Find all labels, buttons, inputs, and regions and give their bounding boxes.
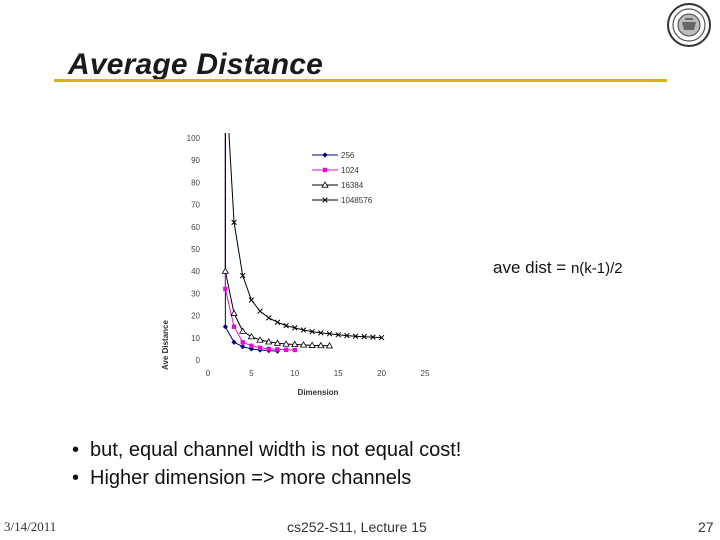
footer-course: cs252-S11, Lecture 15 bbox=[287, 519, 427, 535]
data-point bbox=[231, 324, 237, 329]
university-seal-icon bbox=[667, 3, 711, 47]
data-point bbox=[300, 327, 307, 333]
y-tick-label: 50 bbox=[191, 245, 200, 254]
data-point bbox=[370, 334, 376, 340]
x-tick-label: 10 bbox=[290, 369, 299, 378]
data-point bbox=[266, 315, 272, 321]
footer-page-number: 27 bbox=[698, 519, 714, 535]
data-point bbox=[325, 341, 334, 349]
data-point bbox=[282, 340, 290, 347]
series-line bbox=[224, 271, 330, 347]
data-point bbox=[240, 344, 246, 350]
data-point bbox=[239, 327, 247, 334]
data-point bbox=[326, 331, 333, 337]
data-point bbox=[273, 339, 282, 346]
data-point bbox=[283, 347, 289, 352]
data-point bbox=[291, 340, 299, 348]
data-point bbox=[378, 334, 385, 341]
x-tick-label: 20 bbox=[377, 369, 386, 378]
data-point bbox=[249, 343, 254, 348]
data-point bbox=[309, 328, 315, 335]
y-tick-label: 70 bbox=[191, 201, 200, 210]
data-point bbox=[352, 333, 359, 339]
data-point bbox=[256, 336, 264, 343]
bullet-list: • but, equal channel width is not equal c… bbox=[72, 436, 461, 492]
y-tick-label: 90 bbox=[191, 156, 200, 165]
slide-title: Average Distance bbox=[68, 48, 323, 81]
y-tick-label: 0 bbox=[196, 356, 201, 365]
bullet-text: Higher dimension => more channels bbox=[90, 467, 412, 489]
data-point bbox=[274, 319, 281, 326]
y-axis-ticks: 0 10 20 30 40 50 60 70 80 90 100 bbox=[187, 134, 201, 365]
data-point bbox=[257, 308, 263, 314]
data-point bbox=[321, 181, 329, 188]
x-axis-label: Dimension bbox=[298, 388, 339, 397]
y-tick-label: 80 bbox=[191, 178, 200, 187]
title-underline bbox=[54, 79, 667, 82]
bullet-dot: • bbox=[72, 439, 80, 461]
y-tick-label: 60 bbox=[191, 223, 200, 232]
x-tick-label: 15 bbox=[334, 369, 343, 378]
data-point bbox=[223, 286, 228, 292]
data-point bbox=[308, 341, 316, 348]
data-point bbox=[344, 332, 350, 339]
x-axis-ticks: 0 5 10 15 20 25 bbox=[206, 369, 430, 378]
bullet-item: • Higher dimension => more channels bbox=[72, 464, 461, 492]
series-line bbox=[228, 133, 382, 339]
y-axis-label: Ave Distance bbox=[161, 320, 170, 371]
formula-rhs: n(k-1)/2 bbox=[570, 260, 623, 277]
series-256 bbox=[222, 133, 281, 354]
data-point bbox=[240, 340, 245, 345]
data-point bbox=[266, 346, 271, 352]
bullet-dot: • bbox=[72, 467, 80, 489]
data-point bbox=[221, 267, 230, 274]
formula-lhs: ave dist = bbox=[493, 258, 571, 277]
legend-label: 1024 bbox=[341, 166, 359, 175]
data-point bbox=[322, 167, 328, 173]
x-tick-label: 0 bbox=[206, 369, 211, 378]
data-point bbox=[361, 333, 367, 340]
data-point bbox=[292, 325, 298, 331]
data-point bbox=[239, 272, 246, 279]
footer-date: 3/14/2011 bbox=[4, 519, 57, 534]
series-1024 bbox=[223, 133, 297, 353]
y-tick-label: 20 bbox=[191, 312, 200, 321]
formula-line: ave dist = n(k-1)/2 bbox=[493, 258, 623, 278]
y-tick-label: 10 bbox=[191, 334, 200, 343]
data-point bbox=[275, 347, 280, 352]
data-point bbox=[222, 324, 228, 330]
data-point bbox=[318, 330, 324, 336]
data-point bbox=[317, 341, 325, 349]
data-point bbox=[299, 341, 308, 348]
x-tick-label: 25 bbox=[421, 369, 430, 378]
series-layer bbox=[221, 133, 385, 354]
data-point bbox=[292, 347, 297, 353]
data-point bbox=[283, 322, 289, 329]
chart-legend: 256 1024 16384 1048576 bbox=[312, 151, 373, 205]
y-tick-label: 40 bbox=[191, 267, 200, 276]
data-point bbox=[335, 331, 341, 338]
x-tick-label: 5 bbox=[249, 369, 254, 378]
data-point bbox=[257, 345, 263, 350]
series-1048576 bbox=[228, 133, 385, 341]
data-point bbox=[265, 337, 273, 345]
data-point bbox=[247, 332, 256, 340]
data-point bbox=[322, 152, 328, 158]
bullet-item: • but, equal channel width is not equal c… bbox=[72, 436, 461, 464]
data-point bbox=[248, 297, 255, 303]
y-tick-label: 30 bbox=[191, 289, 200, 298]
data-point bbox=[231, 219, 237, 226]
legend-label: 16384 bbox=[341, 181, 364, 190]
y-tick-label: 100 bbox=[187, 134, 201, 143]
legend-label: 1048576 bbox=[341, 196, 373, 205]
data-point bbox=[230, 309, 238, 316]
data-point bbox=[322, 197, 328, 203]
legend-label: 256 bbox=[341, 151, 355, 160]
data-point bbox=[231, 339, 237, 345]
series-16384 bbox=[221, 133, 334, 349]
bullet-text: but, equal channel width is not equal co… bbox=[90, 439, 462, 461]
average-distance-chart: 0 10 20 30 40 50 60 70 80 90 100 0 5 10 15 20 25 256 102… bbox=[161, 133, 430, 397]
